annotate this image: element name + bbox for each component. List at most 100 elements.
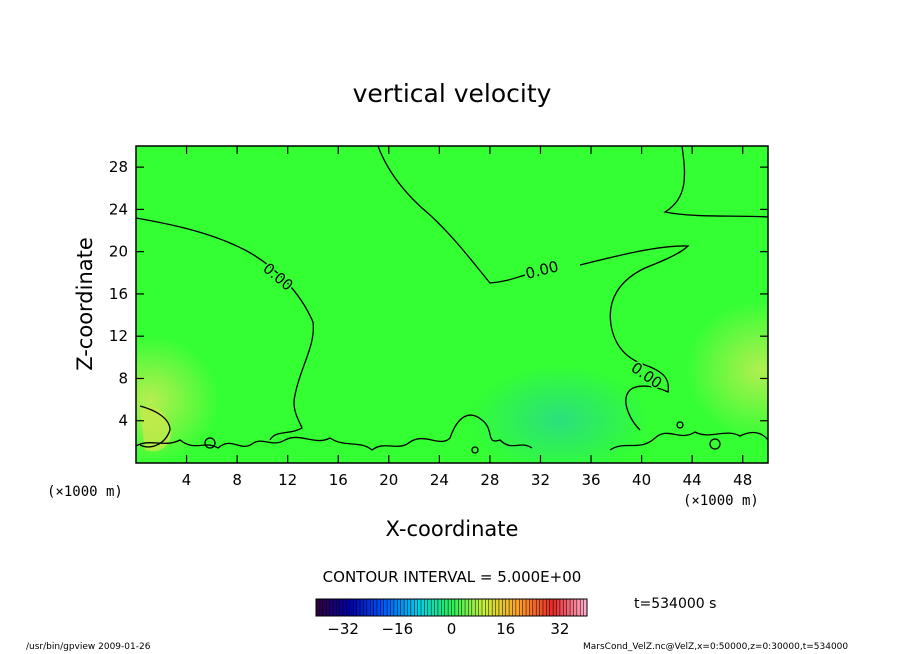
colorbar-cell — [553, 599, 557, 616]
colorbar-ticks: −32 −16 0 16 32 — [327, 620, 569, 638]
y-tick-label: 16 — [109, 285, 128, 303]
colorbar-cell — [339, 599, 344, 616]
footer-right: MarsCond_VelZ.nc@VelZ,x=0:50000,z=0:3000… — [583, 642, 849, 652]
colorbar-cell — [400, 599, 405, 616]
colorbar-cell — [414, 599, 419, 616]
colorbar-cell — [475, 599, 479, 616]
colorbar-cell — [468, 599, 473, 616]
colorbar-cell — [539, 599, 544, 616]
colorbar-cell — [353, 599, 358, 616]
y-tick-label: 4 — [118, 412, 128, 430]
colorbar-cell — [573, 599, 578, 616]
colorbar-cell — [576, 599, 581, 616]
y-tick-label: 12 — [109, 327, 128, 345]
x-tick-label: 28 — [480, 471, 499, 489]
x-tick-label: 40 — [632, 471, 651, 489]
colorbar-cell — [583, 599, 588, 616]
colorbar-cell — [441, 599, 446, 616]
y-unit-label: (×1000 m) — [683, 493, 759, 509]
colorbar-cell — [373, 599, 378, 616]
colorbar-cell — [549, 599, 554, 616]
colorbar-cell — [529, 599, 534, 616]
colorbar-cell — [488, 599, 493, 616]
footer-left: /usr/bin/gpview 2009-01-26 — [26, 642, 151, 652]
colorbar-tick-label: 32 — [550, 620, 569, 638]
contour-left — [136, 217, 314, 441]
x-tick-label: 24 — [430, 471, 449, 489]
colorbar-cell — [515, 599, 520, 616]
contour-blob-1 — [204, 437, 216, 449]
colorbar-cell — [519, 599, 524, 616]
y-tick-label: 24 — [109, 200, 128, 218]
colorbar-cell — [505, 599, 510, 616]
y-tick-label: 28 — [109, 158, 128, 176]
contour-top-right — [663, 146, 768, 218]
colorbar-cell — [481, 599, 486, 616]
colorbar-cell — [326, 599, 330, 616]
colorbar-cell — [424, 599, 429, 616]
colorbar-cell — [532, 599, 537, 616]
time-label: t=534000 s — [634, 596, 716, 612]
x-tick-label: 48 — [733, 471, 752, 489]
colorbar-cell — [556, 599, 561, 616]
colorbar-cell — [427, 599, 432, 616]
colorbar-cell — [404, 599, 408, 616]
colorbar-tick-label: −32 — [327, 620, 359, 638]
colorbar-cell — [329, 599, 334, 616]
x-axis-label: X-coordinate — [386, 517, 519, 541]
colorbar-cell — [370, 599, 374, 616]
colorbar-cell — [349, 599, 354, 616]
colorbar-cell — [322, 599, 327, 616]
colorbar-cell — [563, 599, 568, 616]
x-tick-label: 8 — [232, 471, 242, 489]
colorbar-cell — [316, 599, 320, 616]
colorbar-cell — [461, 599, 466, 616]
y-axis-label: Z-coordinate — [73, 237, 97, 371]
colorbar-cell — [512, 599, 517, 616]
colorbar-cell — [360, 599, 364, 616]
x-axis: 4 8 12 16 20 24 28 32 36 40 44 48 — [182, 146, 752, 489]
colorbar-cell — [502, 599, 507, 616]
colorbar-cell — [431, 599, 435, 616]
field-downdraft-center — [470, 365, 650, 463]
contour-bottom-left — [139, 405, 171, 448]
colorbar-cell — [421, 599, 425, 616]
y-axis: 4 8 12 16 20 24 28 — [109, 158, 768, 430]
x-unit-label: (×1000 m) — [47, 484, 123, 500]
x-tick-label: 12 — [278, 471, 297, 489]
field-background — [136, 146, 768, 463]
colorbar-cell — [390, 599, 395, 616]
colorbar-cell — [522, 599, 527, 616]
field-updraft-right — [685, 300, 768, 440]
colorbar-cell — [397, 599, 402, 616]
colorbar-cell — [495, 599, 500, 616]
x-tick-label: 4 — [182, 471, 192, 489]
colorbar-cell — [570, 599, 574, 616]
contour-bottom — [136, 414, 768, 451]
colorbar-cell — [356, 599, 361, 616]
colorbar-cell — [451, 599, 456, 616]
colorbar-cell — [383, 599, 388, 616]
colorbar-cell — [407, 599, 412, 616]
contour-interval: CONTOUR INTERVAL = 5.000E+00 — [323, 568, 582, 586]
colorbar-frame — [315, 598, 588, 617]
x-tick-label: 32 — [531, 471, 550, 489]
plot-frame — [135, 145, 769, 464]
colorbar-cell — [458, 599, 463, 616]
chart-title: vertical velocity — [353, 79, 552, 108]
colorbar — [315, 599, 588, 616]
colorbar-cell — [509, 599, 513, 616]
colorbar-cell — [393, 599, 398, 616]
velocity-field — [136, 146, 768, 463]
colorbar-cell — [376, 599, 381, 616]
contour-blob-3 — [709, 438, 721, 450]
colorbar-cell — [485, 599, 490, 616]
colorbar-cell — [478, 599, 483, 616]
colorbar-cell — [444, 599, 449, 616]
x-tick-label: 36 — [581, 471, 600, 489]
y-tick-label: 20 — [109, 243, 128, 261]
colorbar-cell — [465, 599, 469, 616]
colorbar-cell — [346, 599, 351, 616]
colorbar-cell — [546, 599, 551, 616]
